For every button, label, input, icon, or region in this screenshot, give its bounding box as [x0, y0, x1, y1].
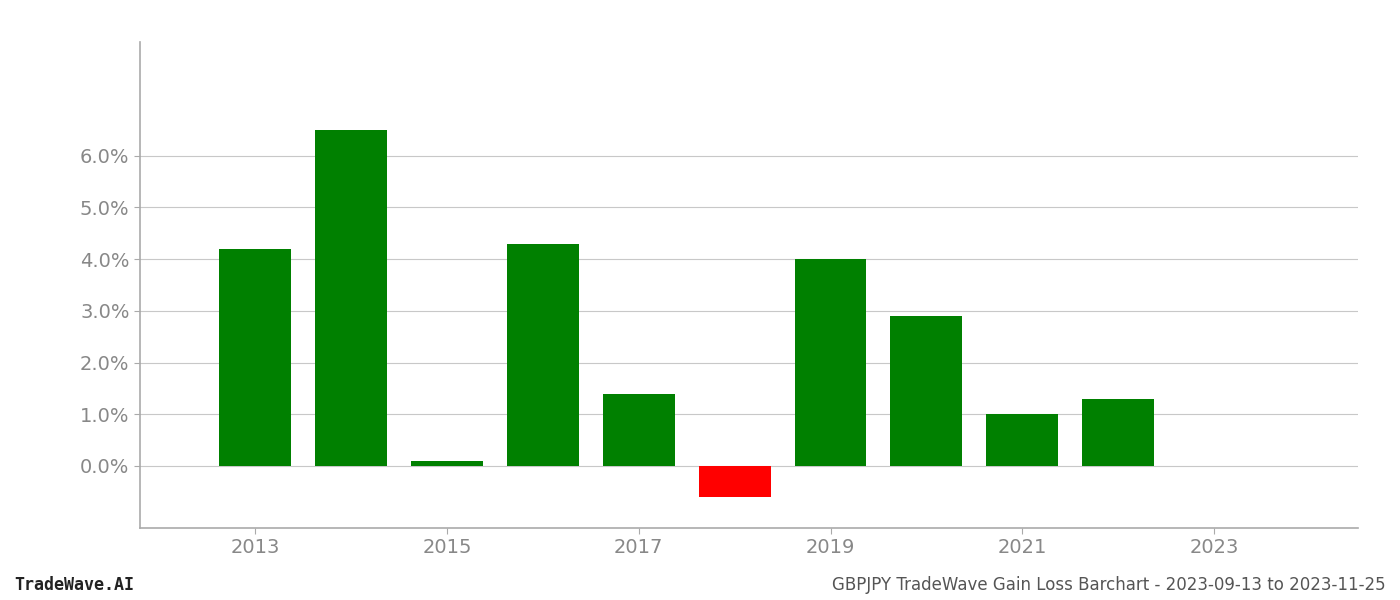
Bar — [1082, 399, 1154, 466]
Bar — [603, 394, 675, 466]
Bar — [987, 414, 1058, 466]
Text: TradeWave.AI: TradeWave.AI — [14, 576, 134, 594]
Bar — [315, 130, 386, 466]
Bar — [220, 249, 291, 466]
Bar — [507, 244, 578, 466]
Bar — [412, 461, 483, 466]
Text: GBPJPY TradeWave Gain Loss Barchart - 2023-09-13 to 2023-11-25: GBPJPY TradeWave Gain Loss Barchart - 20… — [833, 576, 1386, 594]
Bar — [699, 466, 770, 497]
Bar — [890, 316, 962, 466]
Bar — [795, 259, 867, 466]
